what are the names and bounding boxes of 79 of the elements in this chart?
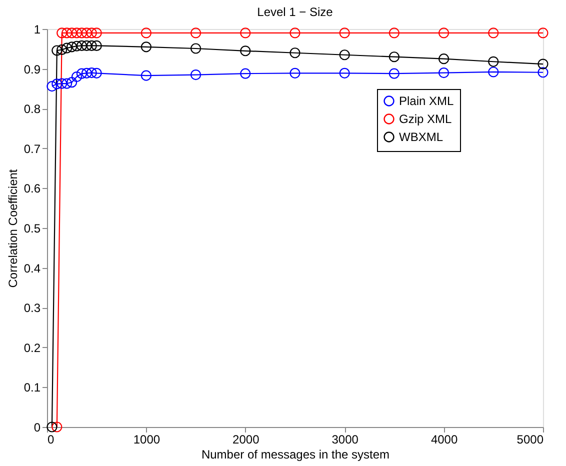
point bbox=[339, 50, 350, 60]
point bbox=[62, 28, 72, 38]
point bbox=[86, 40, 97, 51]
x-tick-label: 3000 bbox=[332, 432, 359, 446]
x-tick-label: 2000 bbox=[232, 432, 260, 446]
point bbox=[388, 68, 400, 79]
x-tick-label: 5000 bbox=[516, 432, 544, 446]
point bbox=[339, 28, 350, 38]
point bbox=[56, 44, 68, 55]
point bbox=[190, 28, 202, 38]
x-tick-label: 0 bbox=[48, 432, 54, 446]
y-tick-label: 0.7 bbox=[24, 142, 41, 156]
point bbox=[52, 45, 62, 56]
point bbox=[46, 81, 58, 92]
point bbox=[62, 42, 72, 54]
y-axis-title: Correlation Coefficient bbox=[6, 168, 20, 288]
point bbox=[488, 28, 499, 38]
chart-title: Level 1 − Size bbox=[257, 5, 334, 19]
point bbox=[71, 40, 82, 52]
x-axis-title: Number of messages in the system bbox=[201, 448, 390, 462]
legend-label: Gzip XML bbox=[399, 112, 452, 126]
point bbox=[66, 28, 78, 38]
point bbox=[538, 58, 548, 70]
point bbox=[71, 71, 82, 82]
point bbox=[388, 52, 400, 62]
point bbox=[86, 28, 97, 38]
point bbox=[538, 67, 548, 78]
y-tick-label: 0.9 bbox=[24, 62, 41, 76]
point bbox=[339, 68, 350, 78]
point bbox=[438, 28, 450, 38]
point bbox=[91, 68, 102, 78]
point bbox=[76, 40, 88, 51]
legend-label: WBXML bbox=[399, 130, 444, 144]
point bbox=[240, 68, 251, 79]
y-tick-label: 0.8 bbox=[24, 102, 41, 116]
point bbox=[56, 28, 68, 38]
point bbox=[81, 68, 92, 78]
point bbox=[56, 78, 68, 89]
point bbox=[240, 46, 251, 56]
point bbox=[190, 43, 202, 54]
point bbox=[86, 67, 97, 78]
x-tick-label: 4000 bbox=[430, 432, 458, 446]
y-tick-label: 0 bbox=[34, 420, 41, 434]
point bbox=[66, 42, 78, 52]
point bbox=[62, 78, 72, 89]
point bbox=[438, 67, 450, 78]
point bbox=[538, 28, 548, 38]
point bbox=[52, 422, 62, 432]
point bbox=[81, 28, 92, 38]
x-tick-label: 1000 bbox=[133, 432, 160, 446]
y-tick-label: 1 bbox=[34, 22, 41, 36]
point bbox=[76, 28, 88, 38]
point bbox=[140, 28, 152, 38]
point bbox=[388, 28, 400, 38]
y-tick-label: 0.2 bbox=[24, 340, 41, 355]
point bbox=[240, 28, 251, 38]
point bbox=[76, 68, 88, 79]
point bbox=[290, 68, 300, 78]
point bbox=[66, 77, 78, 88]
point bbox=[438, 54, 450, 64]
point bbox=[52, 78, 62, 90]
legend-label: Plain XML bbox=[399, 94, 454, 108]
point bbox=[81, 40, 92, 51]
point bbox=[488, 56, 499, 67]
point bbox=[91, 40, 102, 51]
point bbox=[46, 422, 58, 432]
point bbox=[71, 28, 82, 38]
point bbox=[91, 28, 102, 38]
point bbox=[190, 69, 202, 80]
point bbox=[290, 48, 300, 58]
point bbox=[140, 70, 152, 81]
y-tick-label: 0.1 bbox=[24, 380, 41, 395]
y-tick-label: 0.6 bbox=[24, 182, 41, 196]
point bbox=[290, 28, 300, 38]
point bbox=[488, 66, 499, 78]
y-tick-label: 0.3 bbox=[24, 301, 41, 316]
y-tick-label: 0.5 bbox=[24, 222, 41, 236]
y-tick-label: 0.4 bbox=[24, 261, 41, 276]
point bbox=[140, 42, 152, 52]
